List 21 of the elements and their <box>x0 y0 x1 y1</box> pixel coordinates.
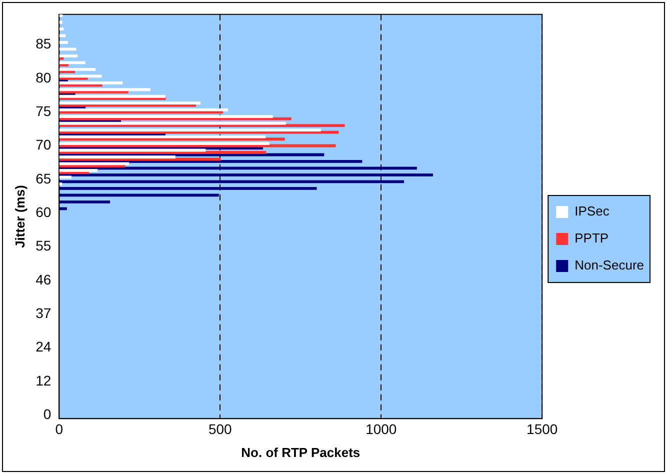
y-tick-label: 65 <box>36 170 52 186</box>
y-tick-label: 60 <box>36 204 52 220</box>
y-axis-title: Jitter (ms) <box>12 185 28 248</box>
y-tick-label: 12 <box>36 372 52 388</box>
x-tick-label: 0 <box>55 420 64 437</box>
legend-label: PPTP <box>574 230 609 246</box>
y-tick-label: 0 <box>43 406 52 422</box>
y-tick-label: 55 <box>36 238 52 254</box>
y-tick-label: 85 <box>36 36 52 52</box>
y-tick-label: 70 <box>36 136 52 153</box>
y-tick-label: 37 <box>36 305 52 322</box>
legend-label: IPSec <box>574 204 610 219</box>
legend-label: Non-Secure <box>574 258 644 273</box>
x-axis-title: No. of RTP Packets <box>241 444 360 460</box>
x-tick-label: 500 <box>208 420 232 437</box>
x-tick-label: 1000 <box>366 420 397 437</box>
y-tick-label: 24 <box>36 338 52 355</box>
x-tick-label: 1500 <box>526 420 558 437</box>
y-tick-label: 46 <box>36 271 52 288</box>
y-tick-label: 75 <box>36 102 52 119</box>
y-tick-label: 80 <box>36 69 52 86</box>
